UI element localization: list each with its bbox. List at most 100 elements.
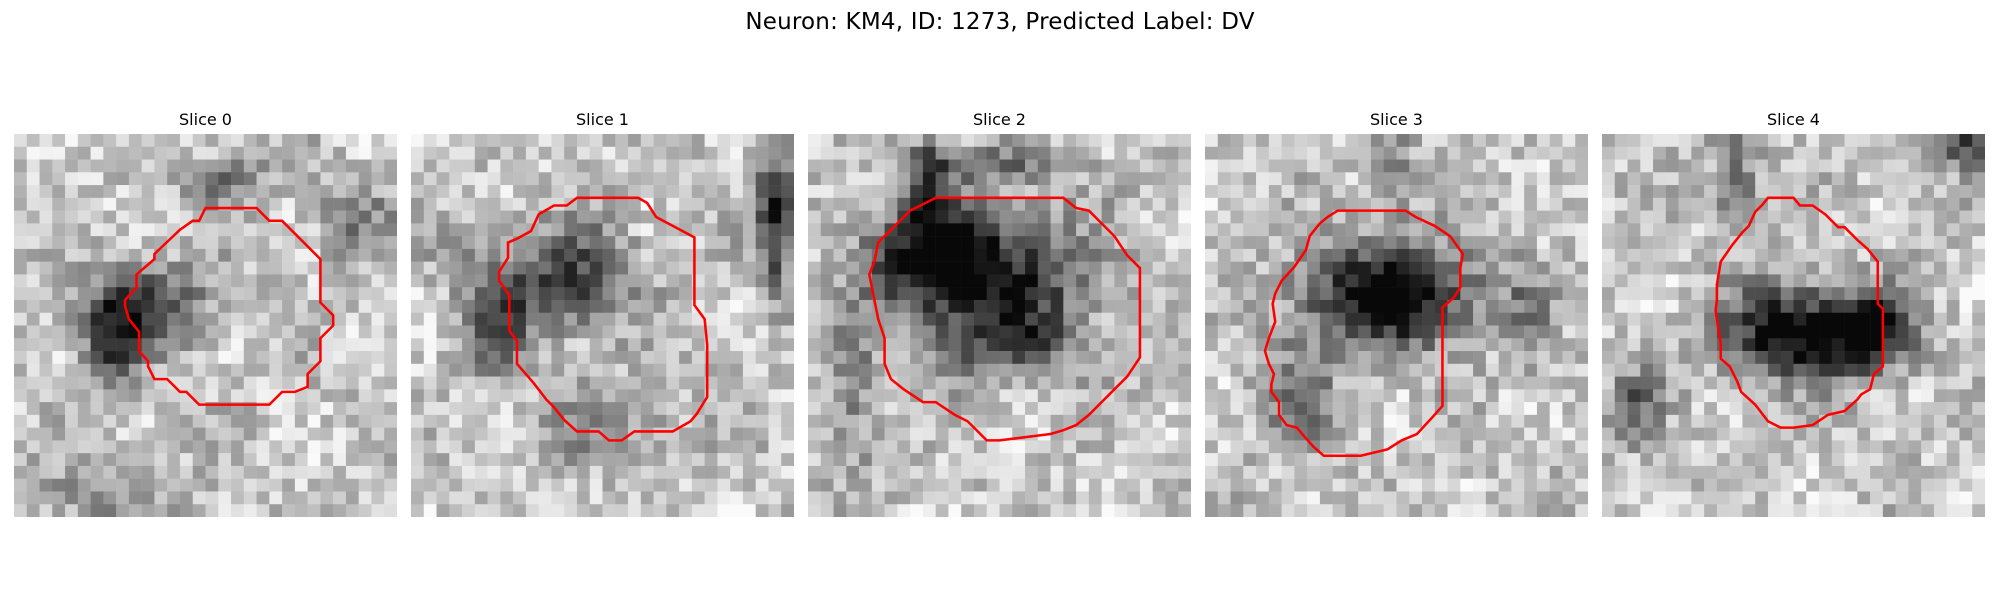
pixel-cell bbox=[1434, 197, 1448, 211]
pixel-cell bbox=[755, 134, 769, 148]
pixel-cell bbox=[717, 402, 731, 416]
pixel-cell bbox=[808, 402, 822, 416]
pixel-cell bbox=[384, 491, 397, 505]
pixel-cell bbox=[564, 376, 578, 390]
pixel-cell bbox=[1114, 453, 1128, 467]
pixel-cell bbox=[1422, 274, 1436, 288]
pixel-cell bbox=[1972, 210, 1985, 224]
pixel-cell bbox=[1307, 299, 1321, 313]
pixel-cell bbox=[26, 414, 40, 428]
pixel-cell bbox=[449, 223, 463, 237]
pixel-cell bbox=[243, 504, 257, 517]
pixel-cell bbox=[1704, 376, 1718, 390]
pixel-cell bbox=[1653, 287, 1667, 301]
pixel-cell bbox=[1383, 312, 1397, 326]
pixel-cell bbox=[1921, 248, 1935, 262]
pixel-cell bbox=[1933, 414, 1947, 428]
pixel-cell bbox=[986, 465, 1000, 479]
pixel-cell bbox=[269, 274, 283, 288]
pixel-cell bbox=[1217, 465, 1231, 479]
pixel-cell bbox=[1755, 134, 1769, 148]
pixel-cell bbox=[615, 338, 629, 352]
pixel-cell bbox=[538, 351, 552, 365]
pixel-cell bbox=[1627, 376, 1641, 390]
pixel-cell bbox=[1653, 414, 1667, 428]
pixel-cell bbox=[986, 185, 1000, 199]
pixel-cell bbox=[192, 223, 206, 237]
pixel-cell bbox=[462, 376, 476, 390]
pixel-cell bbox=[551, 363, 565, 377]
pixel-cell bbox=[961, 376, 975, 390]
pixel-cell bbox=[1256, 159, 1270, 173]
pixel-cell bbox=[1549, 197, 1563, 211]
pixel-cell bbox=[1396, 351, 1410, 365]
pixel-cell bbox=[1281, 427, 1295, 441]
pixel-cell bbox=[1921, 223, 1935, 237]
pixel-cell bbox=[1114, 414, 1128, 428]
pixel-cell bbox=[1755, 261, 1769, 275]
pixel-cell bbox=[141, 197, 155, 211]
pixel-cell bbox=[1704, 414, 1718, 428]
pixel-cell bbox=[1627, 427, 1641, 441]
pixel-cell bbox=[1933, 325, 1947, 339]
pixel-cell bbox=[1205, 159, 1219, 173]
pixel-cell bbox=[1819, 299, 1833, 313]
pixel-cell bbox=[436, 159, 450, 173]
pixel-cell bbox=[781, 440, 794, 454]
pixel-cell bbox=[1665, 453, 1679, 467]
pixel-cell bbox=[103, 491, 117, 505]
pixel-cell bbox=[1882, 261, 1896, 275]
pixel-cell bbox=[653, 325, 667, 339]
pixel-cell bbox=[538, 453, 552, 467]
pixel-cell bbox=[26, 312, 40, 326]
pixel-cell bbox=[742, 210, 756, 224]
pixel-cell bbox=[487, 261, 501, 275]
pixel-cell bbox=[602, 236, 616, 250]
pixel-cell bbox=[1536, 414, 1550, 428]
pixel-cell bbox=[961, 185, 975, 199]
pixel-cell bbox=[14, 427, 28, 441]
pixel-cell bbox=[1498, 351, 1512, 365]
pixel-cell bbox=[986, 248, 1000, 262]
pixel-cell bbox=[26, 248, 40, 262]
pixel-cell bbox=[1460, 389, 1474, 403]
pixel-cell bbox=[26, 287, 40, 301]
figure-title: Neuron: KM4, ID: 1273, Predicted Label: … bbox=[745, 9, 1255, 35]
pixel-cell bbox=[103, 440, 117, 454]
pixel-cell bbox=[77, 287, 91, 301]
pixel-cell bbox=[116, 287, 130, 301]
pixel-cell bbox=[717, 248, 731, 262]
pixel-cell bbox=[820, 338, 834, 352]
pixel-cell bbox=[1396, 338, 1410, 352]
pixel-cell bbox=[282, 172, 296, 186]
pixel-cell bbox=[205, 376, 219, 390]
pixel-cell bbox=[154, 453, 168, 467]
pixel-cell bbox=[1793, 248, 1807, 262]
pixel-cell bbox=[628, 389, 642, 403]
pixel-cell bbox=[1460, 146, 1474, 160]
pixel-cell bbox=[820, 185, 834, 199]
pixel-cell bbox=[1602, 134, 1616, 148]
pixel-cell bbox=[1653, 172, 1667, 186]
pixel-cell bbox=[742, 236, 756, 250]
pixel-cell bbox=[1882, 338, 1896, 352]
pixel-cell bbox=[1230, 146, 1244, 160]
pixel-cell bbox=[282, 236, 296, 250]
pixel-cell bbox=[65, 363, 79, 377]
pixel-cell bbox=[1178, 134, 1191, 148]
pixel-cell bbox=[1602, 363, 1616, 377]
pixel-cell bbox=[307, 325, 321, 339]
pixel-cell bbox=[358, 491, 372, 505]
pixel-cell bbox=[282, 414, 296, 428]
pixel-cell bbox=[487, 146, 501, 160]
pixel-cell bbox=[1562, 465, 1576, 479]
pixel-cell bbox=[500, 210, 514, 224]
pixel-cell bbox=[513, 261, 527, 275]
pixel-cell bbox=[1281, 223, 1295, 237]
pixel-cell bbox=[358, 440, 372, 454]
pixel-cell bbox=[808, 338, 822, 352]
pixel-cell bbox=[1678, 491, 1692, 505]
pixel-cell bbox=[691, 389, 705, 403]
pixel-cell bbox=[1178, 338, 1191, 352]
pixel-cell bbox=[1691, 504, 1705, 517]
